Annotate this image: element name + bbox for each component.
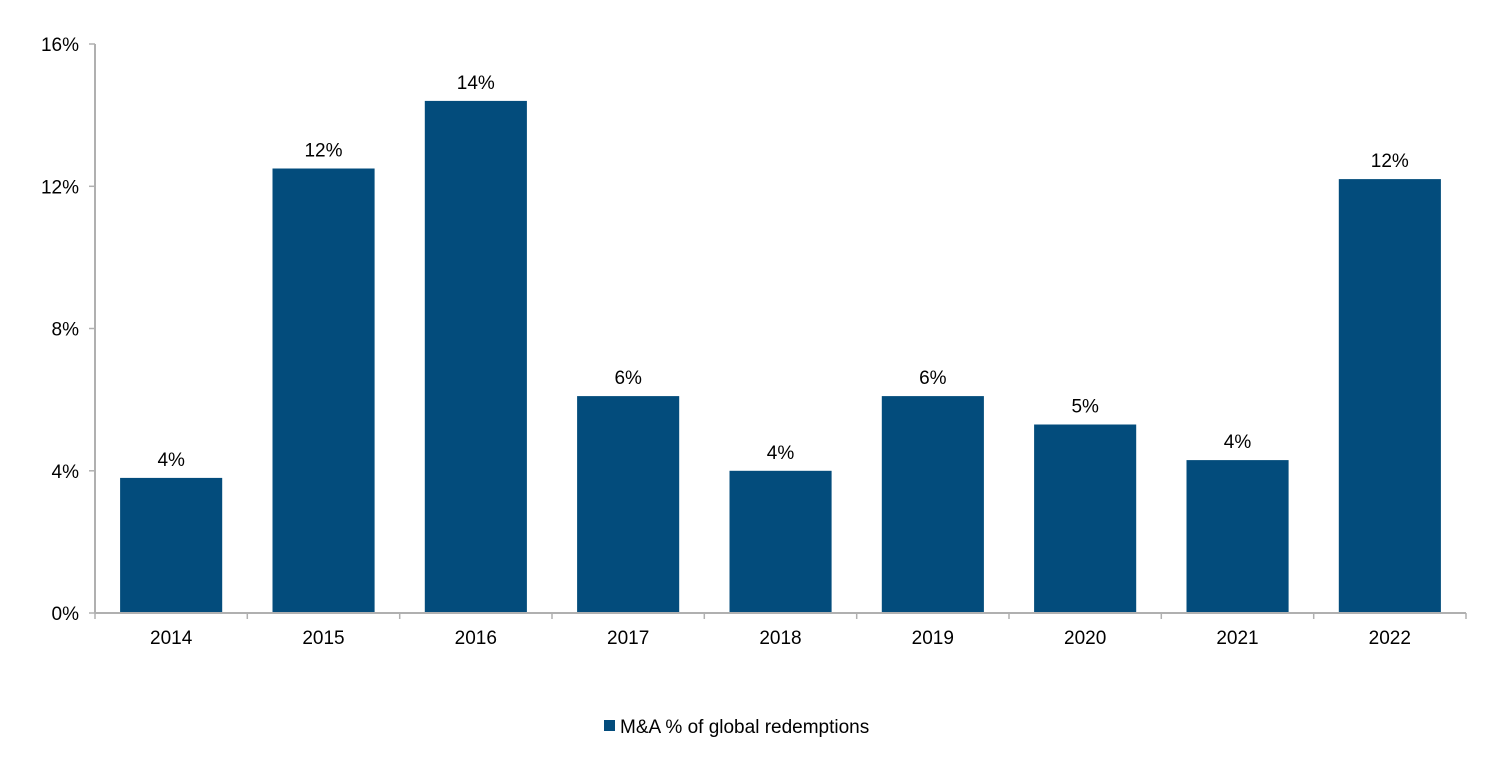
x-tick-label-2021: 2021 <box>1216 628 1258 649</box>
x-tick-label-2015: 2015 <box>302 628 344 649</box>
bars-group <box>120 100 1441 614</box>
bar-2019 <box>881 396 984 613</box>
x-tick-label-2022: 2022 <box>1369 628 1411 649</box>
bar-2014 <box>120 477 223 613</box>
x-ticks-group: 2014 2015 2016 2017 2018 2019 2020 2021 2022 <box>150 628 1411 649</box>
data-label-2018: 4% <box>767 443 795 464</box>
bar-2022 <box>1338 179 1441 613</box>
y-ticks-group: 0% 4% 8% 12% 16% <box>41 35 95 625</box>
x-tick-label-2017: 2017 <box>607 628 649 649</box>
data-label-2015: 12% <box>304 141 342 162</box>
data-label-2019: 6% <box>919 368 947 389</box>
data-label-2020: 5% <box>1071 397 1099 418</box>
bar-2020 <box>1034 424 1137 613</box>
legend-label: M&A % of global redemptions <box>620 717 869 738</box>
x-tick-label-2019: 2019 <box>912 628 954 649</box>
bar-2016 <box>424 100 527 613</box>
bar-2015 <box>272 168 375 613</box>
y-tick-label-8: 8% <box>52 320 80 341</box>
bar-2018 <box>729 470 832 614</box>
data-label-2022: 12% <box>1371 151 1409 172</box>
x-tick-label-2014: 2014 <box>150 628 193 649</box>
y-tick-label-4: 4% <box>52 462 80 483</box>
x-tick-label-2018: 2018 <box>759 628 801 649</box>
data-labels-group: 4% 12% 14% 6% 4% 6% 5% 4% 12% <box>157 73 1408 471</box>
data-label-2017: 6% <box>614 368 642 389</box>
y-tick-label-12: 12% <box>41 177 79 198</box>
data-label-2014: 4% <box>157 450 185 471</box>
data-label-2021: 4% <box>1224 432 1252 453</box>
legend: M&A % of global redemptions <box>604 717 869 738</box>
y-tick-label-0: 0% <box>52 604 80 625</box>
x-tick-label-2020: 2020 <box>1064 628 1106 649</box>
x-tick-label-2016: 2016 <box>455 628 497 649</box>
legend-swatch <box>604 720 615 731</box>
y-tick-label-16: 16% <box>41 35 79 56</box>
bar-2021 <box>1186 460 1289 613</box>
data-label-2016: 14% <box>457 73 495 94</box>
bar-2017 <box>577 396 680 613</box>
